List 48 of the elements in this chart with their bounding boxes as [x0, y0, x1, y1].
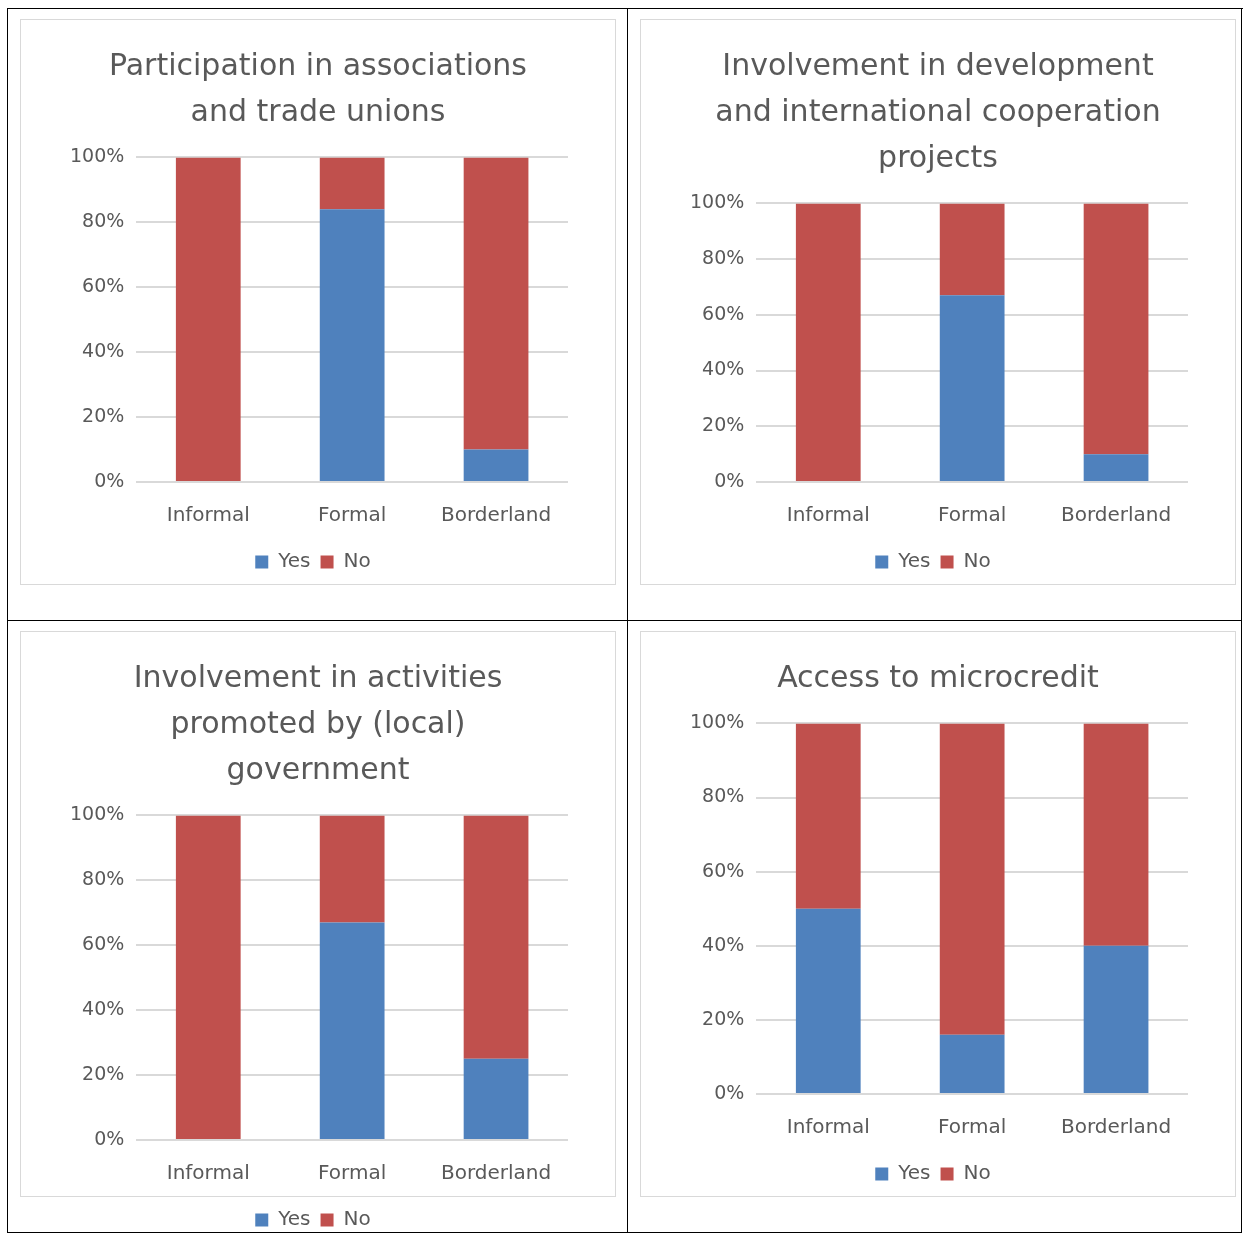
y-tick-label: 40%: [702, 932, 745, 955]
y-tick-label: 60%: [702, 301, 745, 324]
y-tick-label: 0%: [94, 468, 125, 491]
x-tick-label: Informal: [786, 1114, 870, 1139]
legend-label: No: [963, 548, 991, 573]
legend-label: Yes: [277, 1206, 311, 1231]
y-tick-label: 80%: [702, 246, 745, 269]
x-tick-label: Formal: [938, 502, 1007, 527]
y-tick-label: 60%: [82, 932, 125, 955]
y-tick-label: 40%: [82, 339, 125, 362]
x-tick-label: Borderland: [440, 1160, 552, 1185]
legend-label: Yes: [277, 548, 311, 573]
chart-title: Access to microcredit: [776, 658, 1100, 696]
y-tick-label: 0%: [714, 468, 745, 491]
y-tick-label: 20%: [82, 1062, 125, 1085]
y-tick-label: 60%: [702, 858, 745, 881]
x-tick-label: Borderland: [1060, 1114, 1172, 1139]
legend-label: Yes: [897, 1160, 931, 1185]
y-tick-label: 80%: [702, 784, 745, 807]
y-tick-label: 100%: [69, 144, 125, 167]
x-tick-label: Formal: [318, 502, 387, 527]
legend-label: No: [343, 548, 371, 573]
y-tick-label: 0%: [94, 1126, 125, 1149]
x-tick-label: Informal: [166, 502, 250, 527]
x-tick-label: Borderland: [1060, 502, 1172, 527]
legend-label: No: [343, 1206, 371, 1231]
legend-label: Yes: [897, 548, 931, 573]
x-tick-label: Borderland: [440, 502, 552, 527]
y-tick-label: 20%: [82, 404, 125, 427]
chart-title: Participation in associations and trade unions: [108, 46, 528, 130]
x-tick-label: Formal: [318, 1160, 387, 1185]
y-tick-label: 0%: [714, 1080, 745, 1103]
y-tick-label: 100%: [689, 190, 745, 213]
y-tick-label: 100%: [69, 802, 125, 825]
y-tick-label: 100%: [689, 710, 745, 733]
chart-title: Involvement in development and international cooperation projects: [714, 46, 1162, 176]
y-tick-label: 80%: [82, 867, 125, 890]
y-tick-label: 20%: [702, 1006, 745, 1029]
x-tick-label: Formal: [938, 1114, 1007, 1139]
x-tick-label: Informal: [786, 502, 870, 527]
y-tick-label: 20%: [702, 413, 745, 436]
chart-title: Involvement in activities promoted by (local) government: [132, 658, 504, 788]
x-tick-label: Informal: [166, 1160, 250, 1185]
y-tick-label: 60%: [82, 274, 125, 297]
y-tick-label: 40%: [82, 997, 125, 1020]
y-tick-label: 40%: [702, 357, 745, 380]
legend-label: No: [963, 1160, 991, 1185]
y-tick-label: 80%: [82, 209, 125, 232]
